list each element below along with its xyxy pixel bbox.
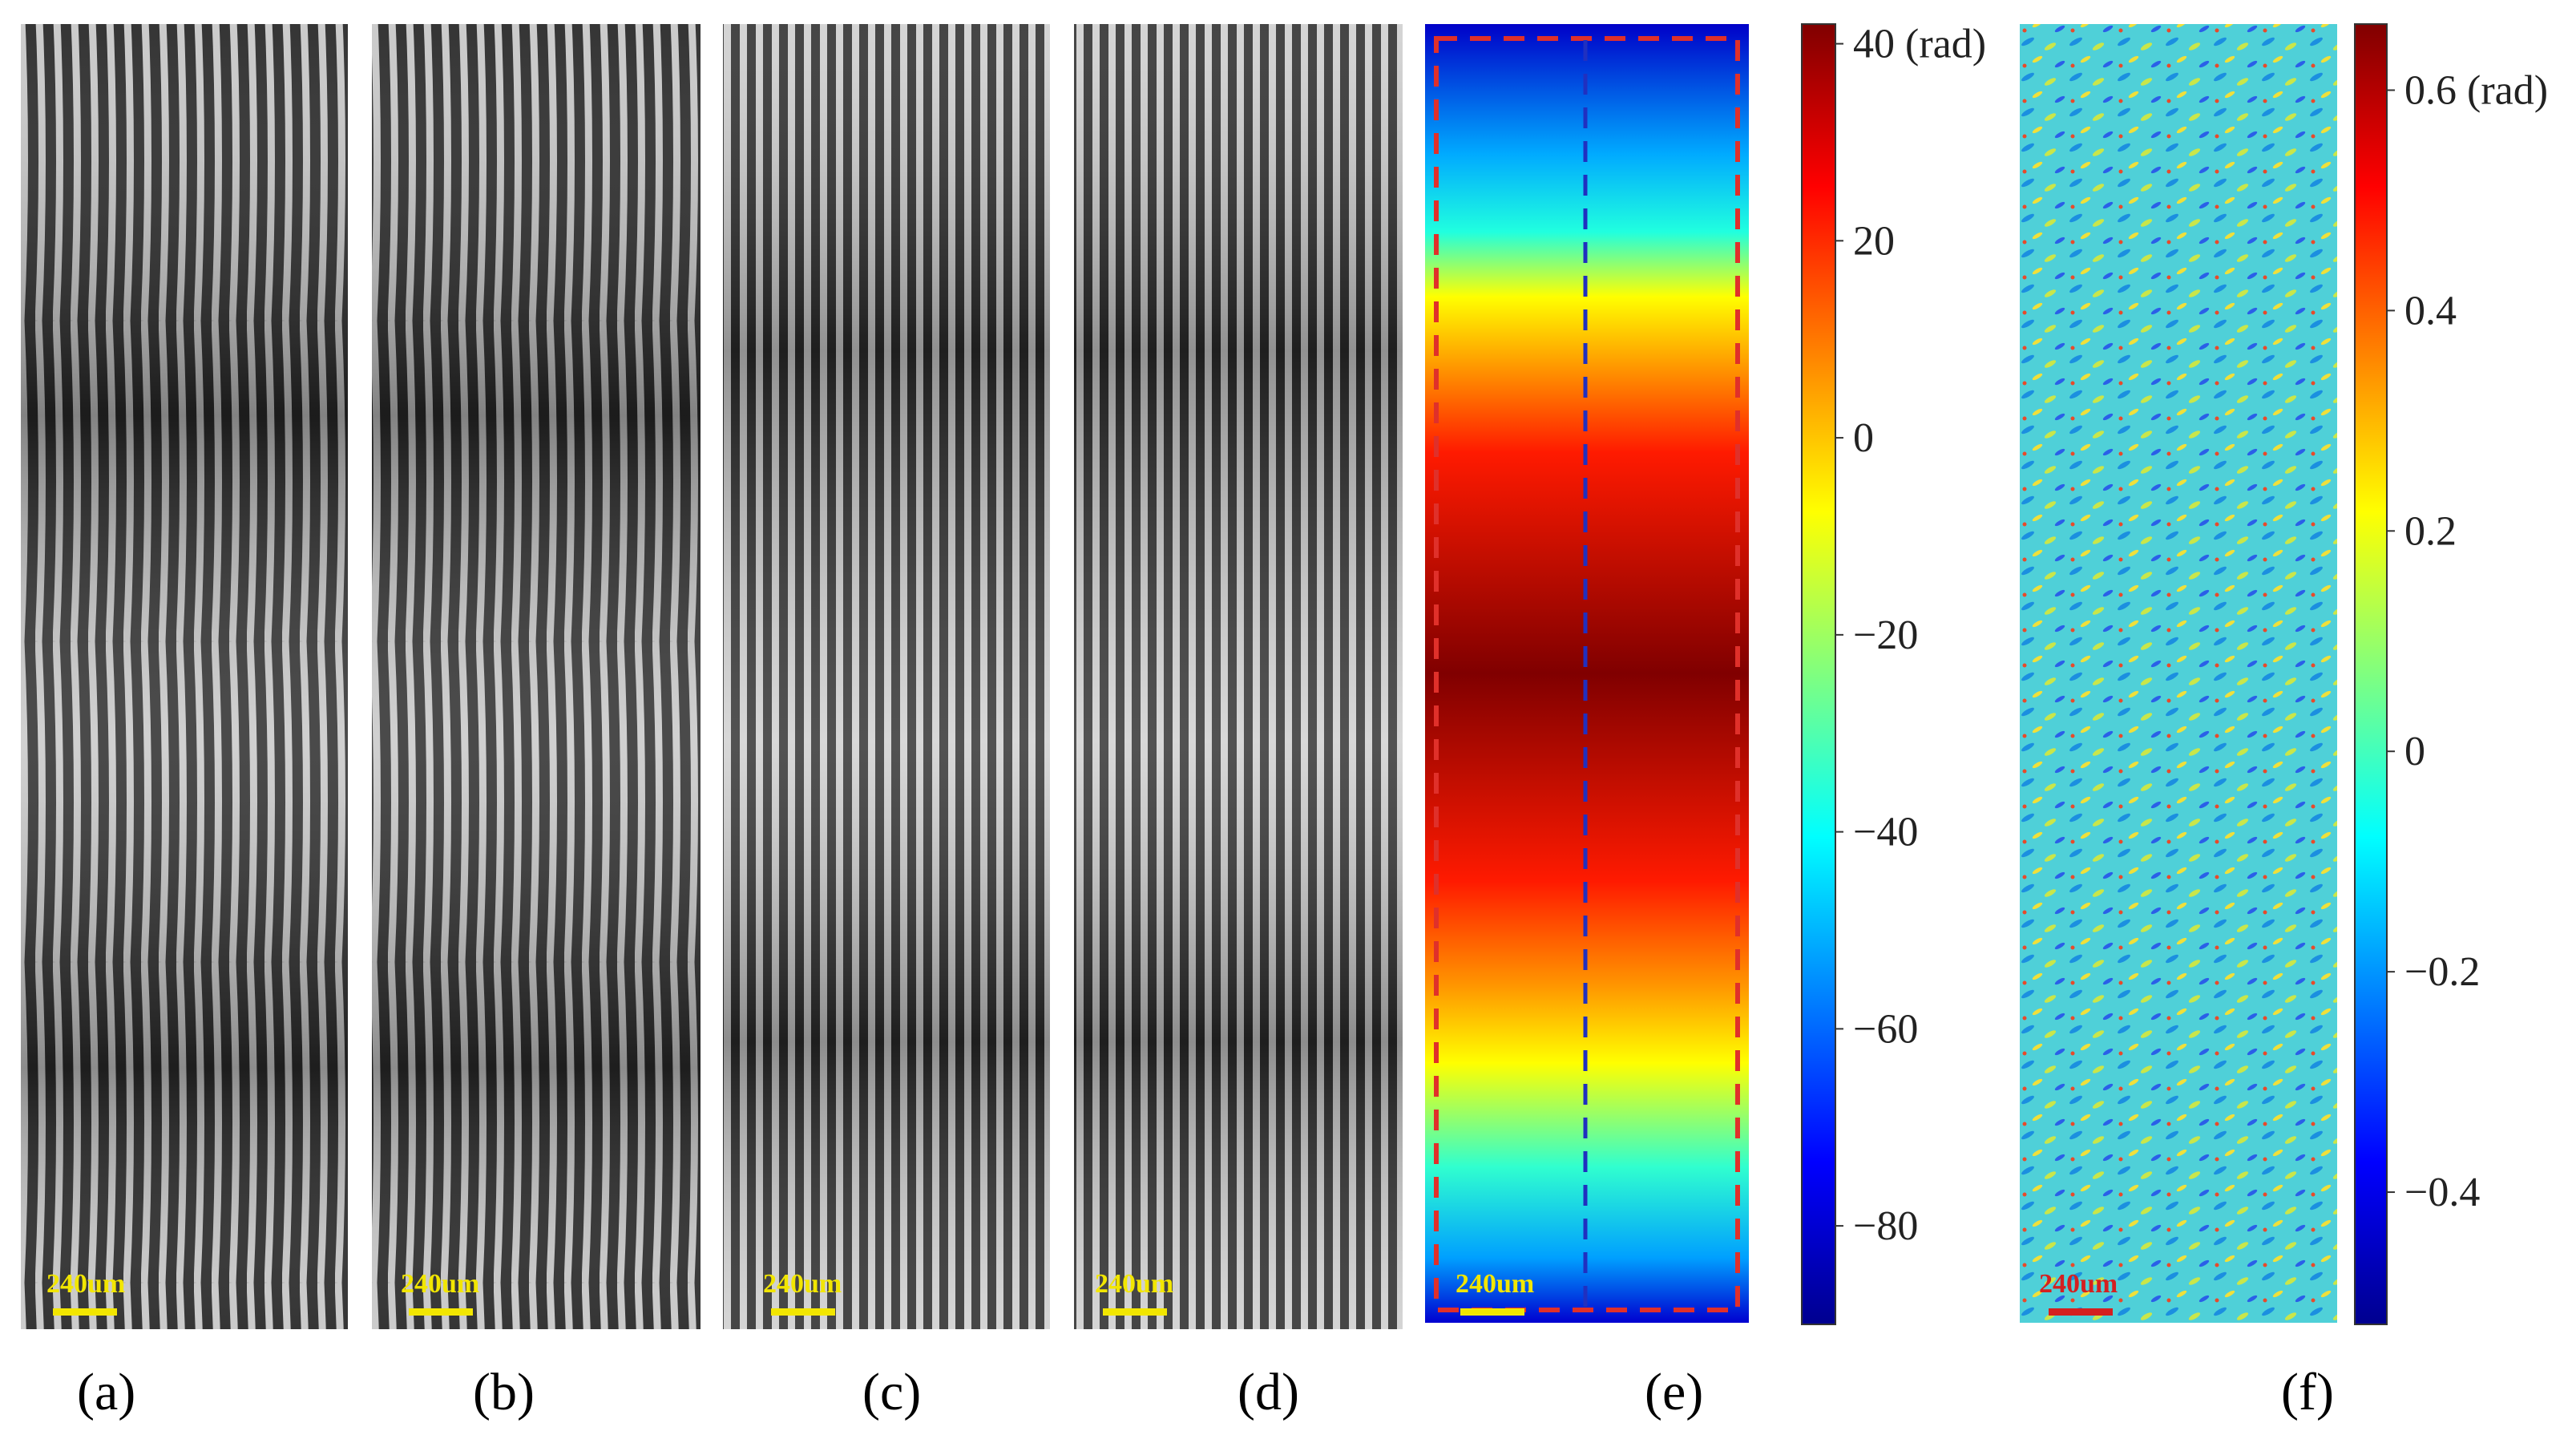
colorbar_f-tick-label: 0.2 [2404, 508, 2457, 554]
panel-label-a: (a) [77, 1363, 135, 1421]
colorbar_e-tick-label: −20 [1853, 612, 1918, 658]
panel-b: 240um [372, 24, 701, 1329]
panel-label-d: (d) [1238, 1363, 1299, 1421]
panel-label-f: (f) [2281, 1363, 2334, 1421]
scale-label-d: 240um [1095, 1269, 1173, 1299]
panel-f: 240um [2020, 24, 2337, 1323]
scale-bar-e [1460, 1308, 1524, 1316]
fringe-envelope-d [1074, 24, 1403, 1329]
colorbar_e-tick-label: 0 [1853, 415, 1874, 461]
scale-bar-c [771, 1308, 835, 1316]
scale-label-c: 240um [763, 1269, 842, 1299]
colorbar_e-tick-label: 40 (rad) [1853, 22, 1986, 67]
colorbar_f-tick-label: −0.4 [2404, 1170, 2480, 1215]
scale-label-b: 240um [401, 1269, 479, 1299]
colorbar-f: 0.6 (rad) 0.4 0.2 0 −0.2 −0.4 [2354, 23, 2548, 1325]
colorbar_f-tick-label: 0.4 [2404, 288, 2457, 333]
fringe-envelope-b [372, 24, 701, 1329]
roi-box [1434, 36, 1740, 1312]
scale-label-e: 240um [1456, 1269, 1534, 1299]
colorbar_e-tick-label: −80 [1853, 1203, 1918, 1249]
panel-label-c: (c) [862, 1363, 921, 1421]
scale-label-a: 240um [46, 1269, 125, 1299]
colorbar_f-tick-label: 0 [2404, 729, 2425, 774]
panel-e: 240um [1425, 24, 1749, 1323]
scale-bar-b [409, 1308, 473, 1316]
colorbar-f-gradient [2354, 23, 2388, 1325]
panel-label-e: (e) [1645, 1363, 1703, 1421]
panel-label-b: (b) [473, 1363, 535, 1421]
colorbar-e: 40 (rad) 20 0 −20 −40 −60 −80 [1801, 22, 1986, 1325]
scale-bar-d [1103, 1308, 1167, 1316]
scale-bar-a [53, 1308, 117, 1316]
scale-label-f: 240um [2039, 1269, 2118, 1299]
colorbar_f-tick-label: −0.2 [2404, 949, 2480, 995]
colorbar_e-tick-label: −40 [1853, 810, 1918, 855]
fringe-envelope-c [723, 24, 1050, 1329]
fringe-envelope-a [21, 24, 348, 1329]
scale-bar-f [2049, 1308, 2113, 1316]
phase-map-e [1425, 24, 1749, 1323]
panel-c: 240um [723, 24, 1050, 1329]
colorbar_f-tick-label: 0.6 (rad) [2404, 67, 2548, 113]
panel-d: 240um [1074, 24, 1403, 1329]
panel-a: 240um [21, 24, 348, 1329]
colorbar_e-tick-label: −60 [1853, 1006, 1918, 1052]
residual-map-f [2020, 24, 2337, 1323]
colorbar-e-gradient [1801, 23, 1836, 1325]
colorbar_e-tick-label: 20 [1853, 218, 1895, 264]
